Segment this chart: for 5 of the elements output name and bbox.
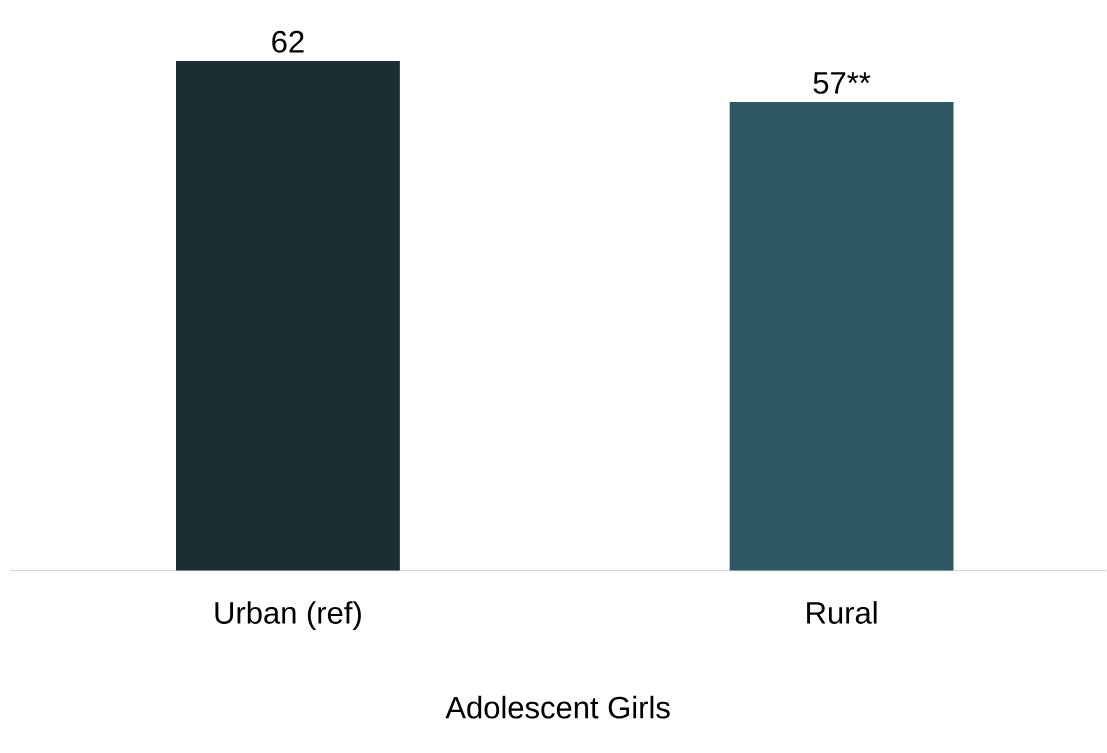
data-label: 62 [272,31,304,53]
x-tick-label: Rural [807,601,877,625]
x-axis-title: Adolescent Girls [445,696,670,719]
x-tick-label: Urban (ref) [215,601,361,631]
data-label: 57** [813,72,871,95]
